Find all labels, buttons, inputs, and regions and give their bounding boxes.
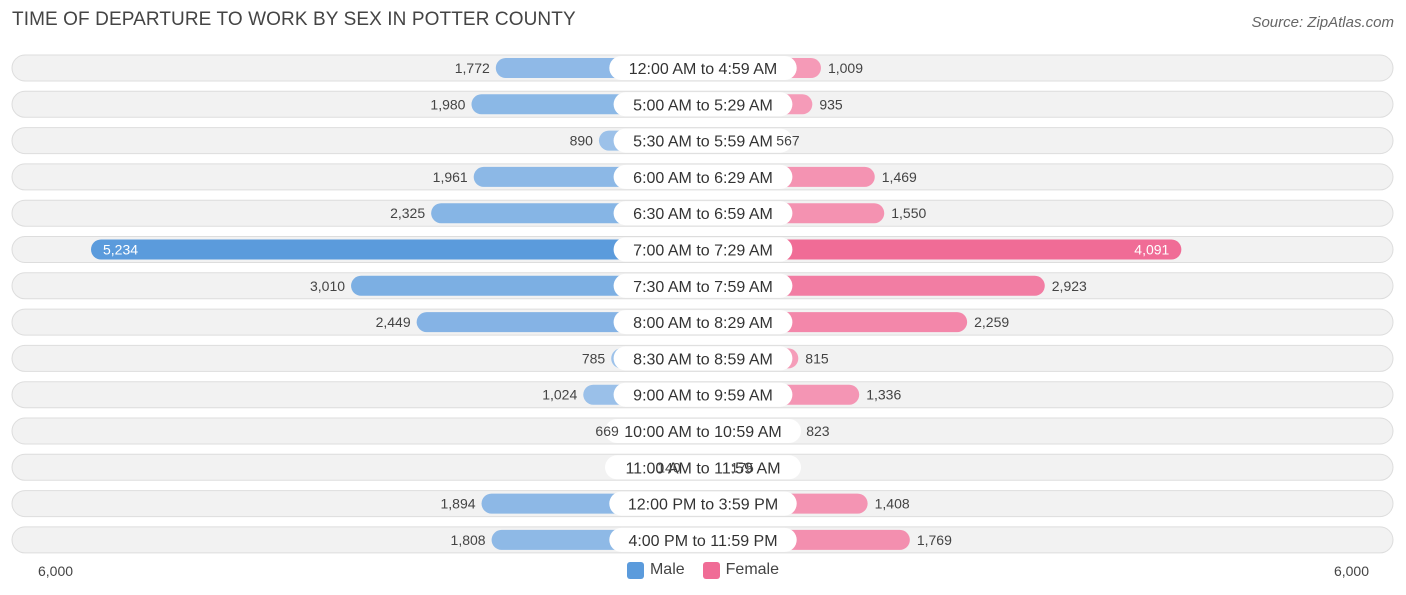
category-label: 8:00 AM to 8:29 AM: [633, 315, 773, 332]
legend-label-female: Female: [725, 561, 780, 578]
category-label-pill: [613, 237, 793, 262]
chart-row: 10:00 AM to 10:59 AM 669 823: [11, 417, 1394, 445]
data-label-male: 5,234: [103, 242, 138, 258]
data-label-male: 1,894: [440, 496, 475, 512]
category-label-pill: [609, 491, 797, 516]
category-label-pill: [609, 56, 797, 80]
chart-row: 6:30 AM to 6:59 AM 2,325 1,550: [11, 199, 1394, 227]
data-label-female: 815: [805, 350, 829, 366]
chart-row: 9:00 AM to 9:59 AM 1,024 1,336: [11, 381, 1394, 409]
data-label-male: 1,772: [455, 60, 490, 76]
data-label-male: 669: [595, 423, 619, 439]
category-label-pill: [613, 273, 793, 298]
category-label-pill: [613, 382, 793, 407]
data-label-male: 1,980: [430, 96, 465, 112]
legend: Male Female: [0, 561, 1406, 579]
data-label-female: 1,336: [866, 387, 901, 403]
category-label: 6:30 AM to 6:59 AM: [633, 206, 773, 223]
data-label-female: 2,259: [974, 314, 1009, 330]
bar-male: [91, 239, 703, 260]
data-label-male: 1,961: [433, 169, 468, 185]
chart-row: 5:00 AM to 5:29 AM 1,980 935: [11, 90, 1394, 118]
data-label-male: 1,808: [451, 532, 486, 548]
data-label-male: 3,010: [310, 278, 345, 294]
category-label: 6:00 AM to 6:29 AM: [633, 170, 773, 187]
data-label-male: 890: [570, 133, 594, 149]
category-label: 8:30 AM to 8:59 AM: [633, 351, 773, 368]
chart-row: 6:00 AM to 6:29 AM 1,961 1,469: [11, 163, 1394, 191]
legend-swatch-male: [626, 561, 644, 579]
category-label-pill: [613, 346, 793, 371]
category-label-pill: [613, 92, 793, 117]
category-label: 5:00 AM to 5:29 AM: [633, 97, 773, 114]
data-label-male: 785: [582, 350, 606, 366]
category-label: 7:00 AM to 7:29 AM: [633, 243, 773, 260]
chart-row: 12:00 AM to 4:59 AM 1,772 1,009: [11, 54, 1394, 82]
category-label-pill: [613, 201, 793, 226]
category-label: 12:00 PM to 3:59 PM: [628, 497, 778, 514]
data-label-female: 567: [776, 133, 800, 149]
category-label-pill: [605, 419, 801, 443]
data-label-male: 140: [657, 459, 681, 475]
category-label: 5:30 AM to 5:59 AM: [633, 134, 773, 151]
chart-row: 7:30 AM to 7:59 AM 3,010 2,923: [11, 272, 1394, 300]
chart-row: 8:00 AM to 8:29 AM 2,449 2,259: [11, 308, 1394, 336]
data-label-male: 2,325: [390, 205, 425, 221]
data-label-female: 823: [806, 423, 830, 439]
category-label: 4:00 PM to 11:59 PM: [628, 533, 777, 550]
data-label-female: 1,408: [875, 496, 910, 512]
category-label: 10:00 AM to 10:59 AM: [624, 424, 781, 441]
chart-row: 8:30 AM to 8:59 AM 785 815: [11, 344, 1394, 372]
data-label-female: 4,091: [1134, 242, 1169, 258]
data-label-female: 1,769: [917, 532, 952, 548]
data-label-male: 2,449: [376, 314, 411, 330]
legend-swatch-female: [702, 561, 720, 579]
chart-row: 5:30 AM to 5:59 AM 890 567: [11, 127, 1394, 155]
data-label-female: 1,009: [828, 60, 863, 76]
legend-label-male: Male: [649, 561, 685, 578]
category-label-pill: [609, 527, 797, 552]
legend-item-male[interactable]: Male: [626, 561, 685, 579]
data-label-female: 1,469: [882, 169, 917, 185]
x-axis-left-label: 6,000: [38, 563, 73, 579]
data-label-female: 935: [819, 96, 843, 112]
category-label-pill: [613, 164, 793, 189]
x-axis-right-label: 6,000: [1334, 563, 1369, 579]
category-label: 12:00 AM to 4:59 AM: [629, 61, 778, 78]
data-label-female: 175: [730, 459, 754, 475]
category-label-pill: [613, 128, 793, 153]
data-label-male: 1,024: [542, 387, 577, 403]
data-label-female: 1,550: [891, 205, 926, 221]
bar-female: [703, 239, 1182, 260]
category-label: 11:00 AM to 11:59 AM: [625, 460, 780, 477]
category-label-pill: [605, 455, 801, 480]
chart-row: 4:00 PM to 11:59 PM 1,808 1,769: [11, 526, 1394, 554]
category-label: 7:30 AM to 7:59 AM: [633, 279, 773, 296]
chart-row: 7:00 AM to 7:29 AM 5,234 4,091: [11, 236, 1394, 263]
category-label-pill: [613, 310, 793, 335]
data-label-female: 2,923: [1052, 278, 1087, 294]
chart-title: TIME OF DEPARTURE TO WORK BY SEX IN POTT…: [12, 9, 576, 30]
source-label: Source: ZipAtlas.com: [1251, 14, 1394, 31]
chart-row: 12:00 PM to 3:59 PM 1,894 1,408: [11, 490, 1394, 518]
legend-item-female[interactable]: Female: [702, 561, 780, 579]
category-label: 9:00 AM to 9:59 AM: [633, 388, 773, 405]
